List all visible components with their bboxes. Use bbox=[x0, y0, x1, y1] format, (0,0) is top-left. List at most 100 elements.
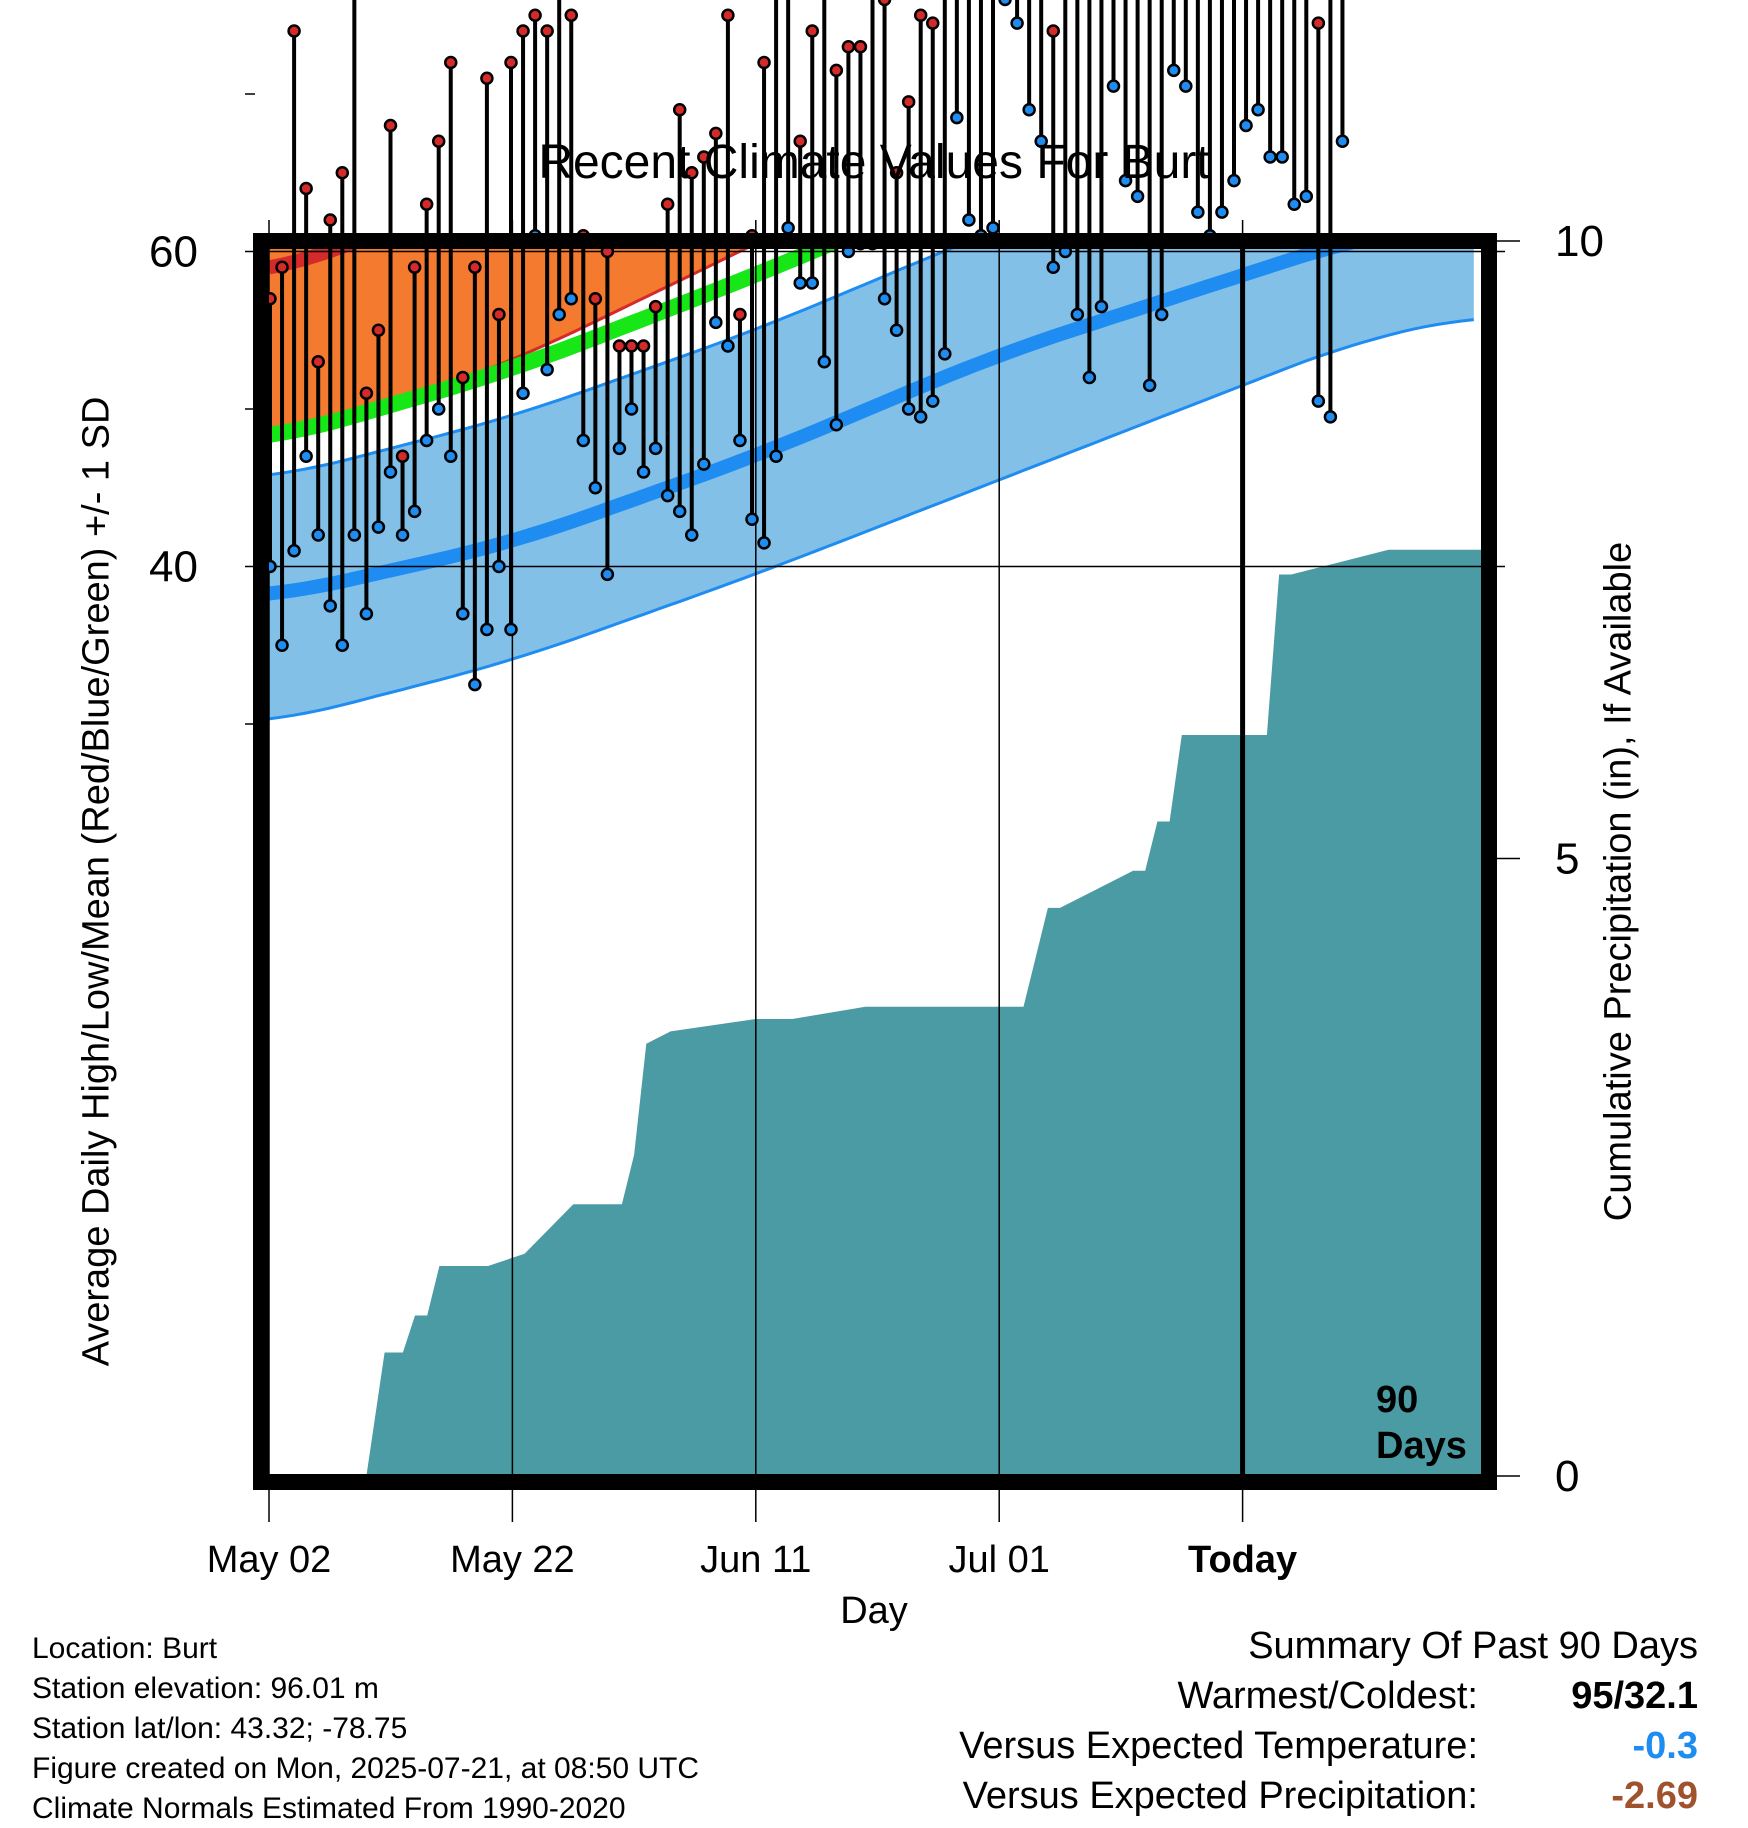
daily-low-point bbox=[347, 528, 362, 542]
daily-low-point bbox=[431, 402, 446, 416]
daily-low-point bbox=[1034, 134, 1048, 148]
daily-high-point bbox=[395, 449, 410, 463]
info-elevation: Station elevation: 96.01 m bbox=[32, 1672, 379, 1705]
daily-low-point bbox=[793, 276, 807, 290]
daily-high-point bbox=[841, 40, 856, 54]
daily-low-point bbox=[624, 402, 639, 416]
daily-low-point bbox=[660, 488, 675, 503]
daily-high-point bbox=[685, 166, 699, 180]
daily-high-point bbox=[359, 386, 374, 400]
daily-low-point bbox=[1094, 299, 1109, 314]
daily-low-point bbox=[287, 544, 301, 558]
daily-low-point bbox=[962, 213, 976, 227]
daily-high-point bbox=[311, 355, 325, 369]
daily-low-point bbox=[1167, 63, 1181, 78]
daily-low-point bbox=[1010, 16, 1024, 30]
daily-low-point bbox=[745, 512, 759, 526]
daily-high-point bbox=[383, 118, 398, 133]
daily-high-point bbox=[877, 0, 892, 7]
daily-low-point bbox=[552, 307, 566, 322]
daily-low-point bbox=[1118, 173, 1133, 188]
y-right-tick-label: 0 bbox=[1555, 1452, 1579, 1501]
daily-low-point bbox=[1154, 307, 1169, 322]
daily-low-point bbox=[564, 292, 578, 306]
daily-low-point bbox=[311, 528, 325, 542]
daily-low-point bbox=[335, 638, 350, 652]
daily-high-point bbox=[504, 55, 518, 70]
daily-high-point bbox=[299, 181, 313, 196]
info-location: Location: Burt bbox=[32, 1632, 218, 1665]
plot-frame bbox=[253, 233, 1497, 1490]
daily-low-point bbox=[1287, 197, 1301, 211]
x-tick-label: May 02 bbox=[207, 1539, 332, 1581]
daily-high-point bbox=[323, 213, 337, 227]
daily-low-point bbox=[1215, 205, 1229, 219]
summary-precip-value: -2.69 bbox=[1611, 1775, 1698, 1817]
daily-high-point bbox=[624, 339, 639, 353]
x-tick-label: Jun 11 bbox=[700, 1539, 811, 1581]
daily-low-point bbox=[648, 441, 663, 456]
daily-low-point bbox=[588, 481, 603, 495]
daily-low-point bbox=[444, 449, 458, 463]
daily-low-point bbox=[480, 622, 494, 637]
daily-high-point bbox=[913, 8, 928, 22]
daily-low-point bbox=[829, 418, 844, 432]
daily-high-point bbox=[444, 55, 458, 70]
daily-low-point bbox=[1191, 205, 1205, 219]
daily-low-point bbox=[371, 520, 386, 534]
daily-low-point bbox=[1106, 79, 1121, 93]
y-right-tick-label: 10 bbox=[1555, 217, 1604, 266]
daily-low-point bbox=[938, 347, 952, 361]
daily-high-point bbox=[1046, 24, 1060, 38]
daily-low-point bbox=[576, 433, 591, 448]
daily-low-point bbox=[685, 528, 699, 542]
daily-low-point bbox=[926, 394, 940, 408]
chart-title: Recent Climate Values For Burt bbox=[538, 136, 1210, 189]
daily-high-point bbox=[757, 55, 771, 70]
y-left-tick-label: 40 bbox=[149, 543, 198, 592]
daily-high-point bbox=[431, 134, 446, 148]
daily-high-point bbox=[612, 339, 627, 353]
daily-high-point bbox=[829, 63, 844, 78]
daily-high-point bbox=[407, 260, 422, 274]
daily-high-point bbox=[805, 24, 819, 38]
daily-low-point bbox=[1142, 378, 1157, 393]
daily-low-point bbox=[709, 315, 723, 330]
daily-low-point bbox=[636, 465, 651, 479]
daily-low-point bbox=[419, 433, 434, 448]
daily-low-point bbox=[889, 323, 904, 337]
daily-high-point bbox=[853, 40, 868, 54]
info-normals: Climate Normals Estimated From 1990-2020 bbox=[32, 1792, 626, 1825]
daily-low-point bbox=[721, 339, 735, 353]
daily-high-point bbox=[901, 95, 916, 109]
daily-low-point bbox=[913, 410, 928, 424]
daily-low-point bbox=[1179, 79, 1193, 93]
daily-low-point bbox=[492, 559, 506, 574]
info-latlon: Station lat/lon: 43.32; -78.75 bbox=[32, 1712, 408, 1745]
daily-low-point bbox=[950, 110, 964, 125]
daily-low-point bbox=[1299, 189, 1314, 204]
daily-low-point bbox=[1046, 260, 1060, 274]
daily-high-point bbox=[889, 166, 904, 180]
daily-high-point bbox=[588, 292, 603, 306]
daily-high-point bbox=[660, 197, 675, 211]
daily-high-point bbox=[516, 24, 530, 38]
daily-high-point bbox=[371, 323, 386, 337]
y-axis-right-label: Cumulative Precipitation (in), If Availa… bbox=[1597, 541, 1640, 1222]
daily-low-point bbox=[769, 449, 783, 463]
daily-high-point bbox=[709, 126, 723, 141]
daily-high-point bbox=[672, 103, 687, 117]
daily-low-point bbox=[986, 221, 1000, 235]
daily-high-point bbox=[721, 8, 735, 22]
low-sd-band bbox=[269, 248, 1474, 719]
daily-low-point bbox=[299, 449, 313, 463]
today-marker-label: Days bbox=[1376, 1425, 1467, 1467]
daily-high-point bbox=[1311, 16, 1326, 30]
daily-high-point bbox=[456, 370, 470, 385]
daily-high-point bbox=[636, 339, 651, 353]
daily-low-point bbox=[781, 221, 795, 235]
daily-low-point bbox=[998, 0, 1012, 7]
daily-low-point bbox=[877, 292, 892, 306]
daily-low-point bbox=[1227, 173, 1241, 188]
